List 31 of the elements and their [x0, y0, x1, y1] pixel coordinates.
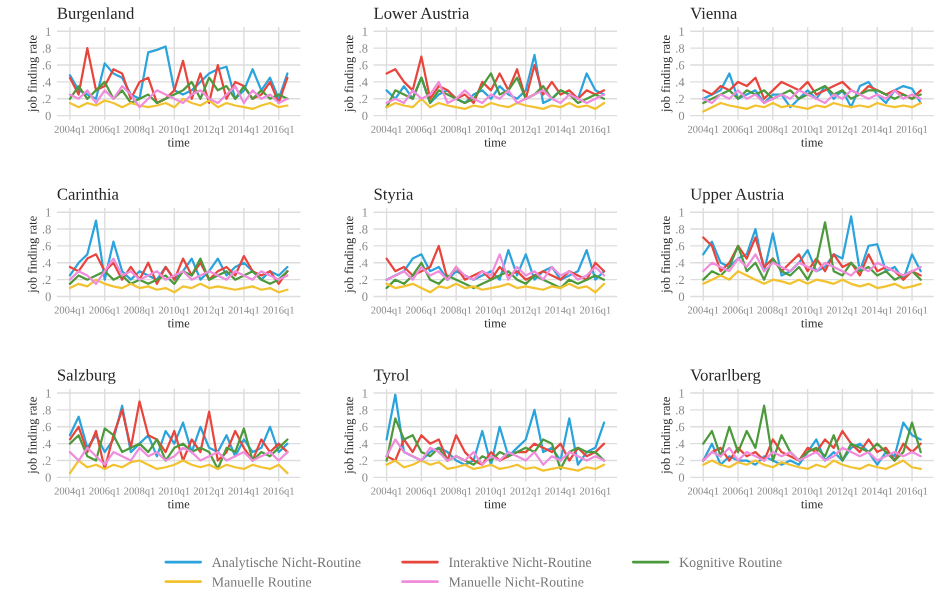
line-series [702, 404, 922, 462]
chart-title: Lower Austria [374, 7, 470, 19]
line-series [702, 446, 922, 462]
line-series [68, 85, 289, 109]
line-series [68, 76, 289, 105]
line-series [68, 278, 289, 294]
chart-title: Vorarlberg [690, 368, 761, 385]
line-series [385, 72, 606, 109]
chart-title: Upper Austria [690, 188, 784, 204]
line-series [385, 261, 606, 290]
line-series [702, 236, 922, 281]
chart-title: Salzburg [57, 368, 116, 385]
line-series [68, 459, 289, 475]
line-series [702, 253, 922, 277]
line-series [702, 76, 922, 100]
line-series [385, 393, 606, 466]
line-series [68, 400, 289, 471]
line-series [68, 219, 289, 281]
line-series [702, 270, 922, 290]
line-series [385, 80, 606, 105]
chart-title: Tyrol [373, 368, 410, 385]
line-series [702, 72, 922, 109]
line-series [68, 446, 289, 466]
line-series [702, 421, 922, 466]
chart-title: Vienna [690, 7, 738, 20]
chart-title: Burgenland [57, 7, 135, 23]
line-series [385, 417, 606, 471]
chart-title: Styria [374, 188, 414, 204]
chart-title: Carinthia [57, 188, 119, 200]
line-series [68, 427, 289, 471]
line-series [68, 404, 289, 458]
